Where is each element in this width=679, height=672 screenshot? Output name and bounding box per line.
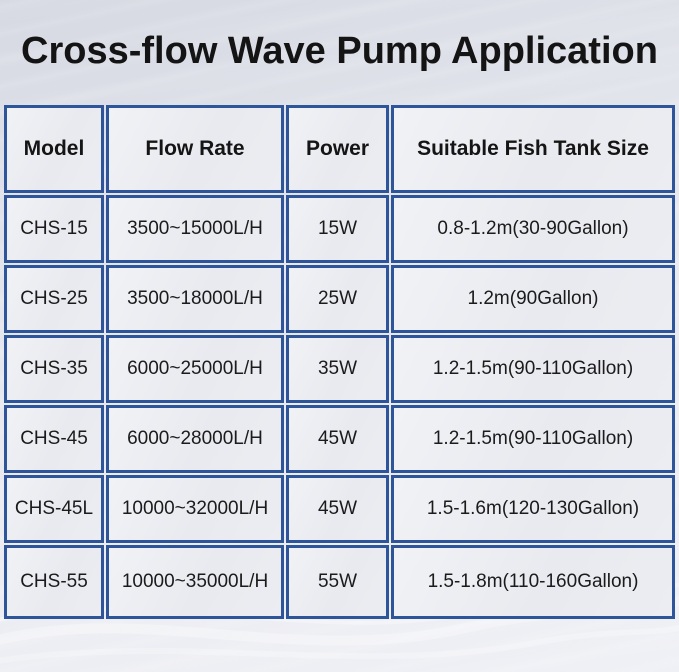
table-row-chs-15: CHS-15 3500~15000L/H 15W 0.8-1.2m(30-90G… [4, 195, 675, 263]
cell-tank-size: 1.2-1.5m(90-110Gallon) [391, 405, 675, 473]
column-header-power: Power [286, 105, 389, 193]
cell-tank-size: 1.5-1.6m(120-130Gallon) [391, 475, 675, 543]
cell-model: CHS-35 [4, 335, 104, 403]
cell-model: CHS-45 [4, 405, 104, 473]
table-row-chs-35: CHS-35 6000~25000L/H 35W 1.2-1.5m(90-110… [4, 335, 675, 403]
column-header-model: Model [4, 105, 104, 193]
cell-power: 45W [286, 405, 389, 473]
column-header-tank-size: Suitable Fish Tank Size [391, 105, 675, 193]
cell-power: 55W [286, 545, 389, 619]
cell-power: 35W [286, 335, 389, 403]
page-title: Cross-flow Wave Pump Application [21, 30, 658, 72]
column-header-flow-rate: Flow Rate [106, 105, 284, 193]
cell-tank-size: 1.2m(90Gallon) [391, 265, 675, 333]
cell-model: CHS-15 [4, 195, 104, 263]
cell-flow-rate: 6000~28000L/H [106, 405, 284, 473]
cell-tank-size: 1.2-1.5m(90-110Gallon) [391, 335, 675, 403]
cell-power: 45W [286, 475, 389, 543]
cell-model: CHS-55 [4, 545, 104, 619]
cell-flow-rate: 6000~25000L/H [106, 335, 284, 403]
cell-power: 25W [286, 265, 389, 333]
table-row-chs-55: CHS-55 10000~35000L/H 55W 1.5-1.8m(110-1… [4, 545, 675, 619]
cell-flow-rate: 3500~15000L/H [106, 195, 284, 263]
cell-tank-size: 0.8-1.2m(30-90Gallon) [391, 195, 675, 263]
cell-flow-rate: 3500~18000L/H [106, 265, 284, 333]
header-row: Model Flow Rate Power Suitable Fish Tank… [4, 105, 675, 193]
cell-power: 15W [286, 195, 389, 263]
cell-model: CHS-45L [4, 475, 104, 543]
cell-tank-size: 1.5-1.8m(110-160Gallon) [391, 545, 675, 619]
cell-model: CHS-25 [4, 265, 104, 333]
table-row-chs-45: CHS-45 6000~28000L/H 45W 1.2-1.5m(90-110… [4, 405, 675, 473]
pump-spec-table: Model Flow Rate Power Suitable Fish Tank… [2, 103, 677, 621]
table-row-chs-45l: CHS-45L 10000~32000L/H 45W 1.5-1.6m(120-… [4, 475, 675, 543]
cell-flow-rate: 10000~32000L/H [106, 475, 284, 543]
cell-flow-rate: 10000~35000L/H [106, 545, 284, 619]
table-row-chs-25: CHS-25 3500~18000L/H 25W 1.2m(90Gallon) [4, 265, 675, 333]
